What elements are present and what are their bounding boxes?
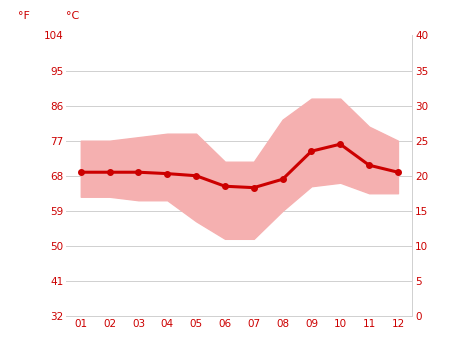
- Text: °F: °F: [18, 11, 30, 21]
- Text: °C: °C: [66, 11, 80, 21]
